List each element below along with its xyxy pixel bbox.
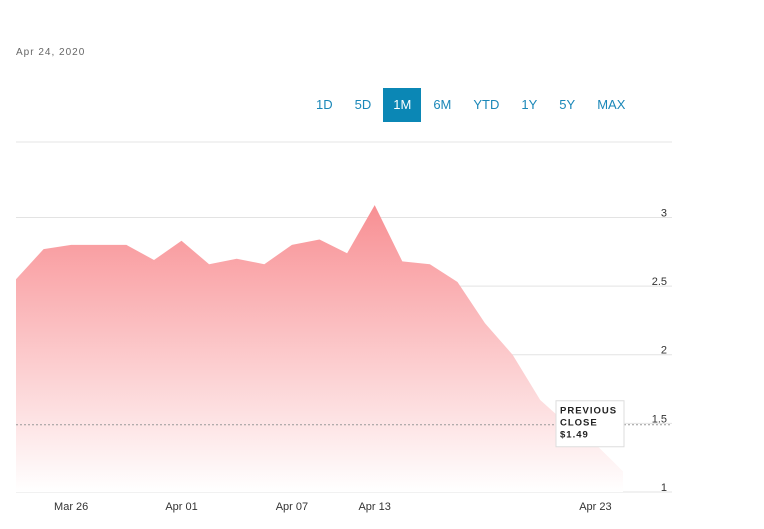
y-axis: 1 1.5 2 2.5 3	[652, 207, 667, 494]
x-tick-label: Apr 23	[579, 501, 611, 513]
y-tick-label: 2	[661, 345, 667, 357]
range-button-ytd[interactable]: YTD	[473, 97, 500, 112]
x-tick-label: Apr 13	[358, 501, 390, 513]
x-tick-label: Apr 01	[165, 501, 197, 513]
range-button-max[interactable]: MAX	[597, 97, 626, 112]
x-axis: Mar 26 Apr 01 Apr 07 Apr 13 Apr 23	[54, 501, 612, 513]
y-tick-label: 2.5	[652, 276, 667, 288]
range-button-5d[interactable]: 5D	[354, 97, 372, 112]
range-button-5y[interactable]: 5Y	[559, 97, 576, 112]
chart-date: Apr 24, 2020	[16, 47, 86, 58]
range-button-1y[interactable]: 1Y	[521, 97, 538, 112]
x-tick-label: Mar 26	[54, 501, 88, 513]
range-button-1m[interactable]: 1M	[383, 88, 422, 122]
y-tick-label: 1	[661, 482, 667, 494]
range-button-1d[interactable]: 1D	[316, 97, 333, 112]
price-area	[16, 205, 623, 492]
y-tick-label: 1.5	[652, 413, 667, 425]
previous-close-label-1: PREVIOUS	[560, 406, 617, 417]
range-button-6m[interactable]: 6M	[433, 97, 452, 112]
previous-close-value: $1.49	[560, 430, 589, 441]
range-selector: 1D 5D 1M 6M YTD 1Y 5Y MAX	[305, 88, 636, 122]
previous-close-tooltip: PREVIOUS CLOSE $1.49	[555, 400, 625, 448]
y-tick-label: 3	[661, 207, 667, 219]
previous-close-label-2: CLOSE	[560, 418, 598, 429]
x-tick-label: Apr 07	[276, 501, 308, 513]
